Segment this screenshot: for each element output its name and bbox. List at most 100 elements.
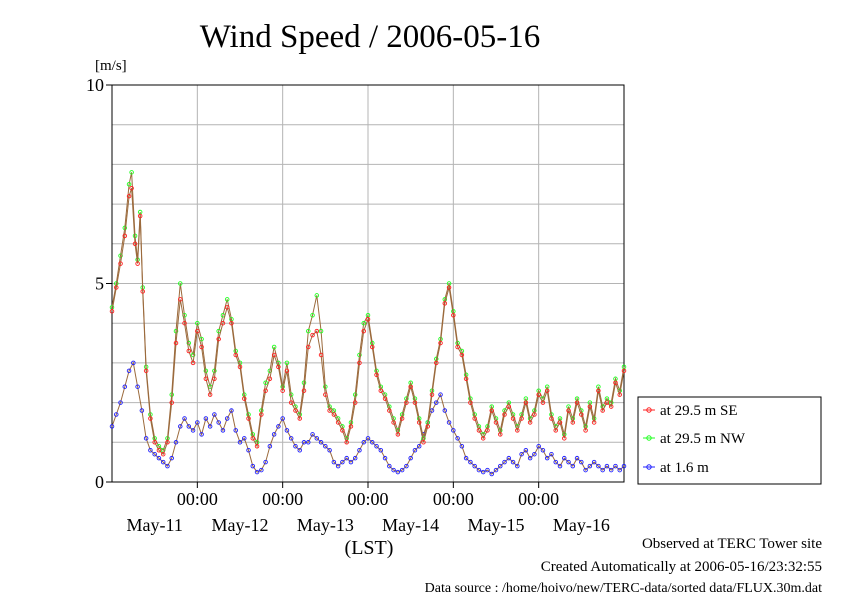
data-point	[331, 412, 337, 417]
data-point	[301, 380, 307, 386]
data-point	[132, 241, 138, 247]
data-point	[259, 467, 264, 473]
data-point	[310, 332, 315, 338]
data-point	[276, 424, 281, 429]
data-point	[156, 455, 162, 461]
legend-marker	[646, 407, 652, 413]
data-point	[178, 424, 183, 429]
data-point	[515, 428, 520, 433]
data-point	[434, 360, 439, 366]
data-point	[421, 440, 426, 445]
data-point	[263, 380, 268, 386]
data-point	[532, 451, 537, 457]
series-line	[111, 361, 625, 475]
data-point	[476, 428, 482, 433]
data-point	[327, 447, 332, 453]
data-point	[323, 392, 328, 397]
data-point	[122, 225, 128, 231]
data-point	[267, 376, 273, 382]
data-point	[263, 388, 268, 393]
data-point	[579, 459, 584, 465]
grid-lines	[112, 85, 624, 482]
data-point	[374, 444, 379, 449]
data-point	[160, 451, 166, 457]
data-point	[621, 463, 627, 469]
data-point	[574, 400, 580, 405]
data-point	[382, 455, 388, 461]
data-point	[429, 392, 435, 397]
data-point	[583, 467, 588, 473]
data-point	[540, 400, 546, 405]
data-point	[463, 376, 469, 382]
data-point	[216, 336, 221, 342]
data-point	[608, 467, 614, 473]
data-point	[485, 467, 490, 473]
data-point	[220, 428, 226, 433]
data-point	[178, 297, 183, 302]
data-point	[408, 455, 413, 461]
data-point	[212, 412, 217, 417]
data-point	[233, 352, 238, 358]
data-point	[502, 459, 507, 465]
legend-marker	[646, 464, 652, 470]
data-point	[271, 344, 277, 350]
data-point	[229, 320, 234, 326]
data-point	[587, 404, 593, 409]
data-point	[544, 388, 550, 393]
data-point	[404, 463, 409, 469]
data-point	[566, 408, 571, 413]
x-day-label: May-12	[212, 515, 269, 535]
data-point	[378, 447, 384, 453]
data-point	[604, 400, 610, 405]
data-point	[596, 463, 601, 469]
data-point	[190, 428, 196, 433]
data-point	[408, 384, 413, 389]
legend-label: at 29.5 m SE	[660, 403, 738, 419]
data-point	[357, 360, 362, 366]
data-point	[160, 459, 166, 465]
data-point	[570, 463, 576, 469]
data-point	[212, 376, 217, 382]
data-point	[527, 420, 533, 425]
data-point	[335, 463, 341, 469]
data-point	[297, 416, 302, 421]
data-point	[318, 440, 324, 445]
data-point	[165, 440, 170, 445]
data-point	[340, 459, 345, 465]
data-point	[335, 420, 341, 425]
data-point	[122, 384, 128, 389]
data-point	[468, 400, 473, 405]
data-point	[271, 352, 277, 358]
data-point	[391, 420, 396, 425]
data-point	[498, 432, 503, 437]
data-point	[600, 408, 605, 413]
data-point	[472, 416, 477, 421]
data-point	[276, 364, 281, 370]
data-point	[519, 416, 524, 421]
data-point	[361, 440, 366, 445]
x-tick-label: 00:00	[347, 489, 388, 509]
data-point	[523, 447, 529, 453]
data-point	[387, 408, 392, 413]
data-point	[459, 444, 465, 449]
data-point	[310, 313, 315, 318]
data-point	[195, 320, 200, 326]
data-point	[370, 440, 375, 445]
data-point	[579, 412, 584, 417]
data-point	[246, 416, 251, 421]
data-point	[395, 469, 401, 475]
data-point	[267, 444, 273, 449]
data-point	[126, 368, 132, 374]
data-point	[468, 459, 473, 465]
data-point	[502, 412, 507, 417]
data-point	[126, 181, 132, 187]
legend: at 29.5 m SE at 29.5 m NW at 1.6 m	[643, 403, 746, 476]
data-point	[203, 376, 209, 382]
data-point	[131, 360, 136, 366]
data-point	[344, 440, 349, 445]
data-point	[199, 344, 204, 350]
x-tick-label: 00:00	[518, 489, 559, 509]
series-line	[111, 172, 625, 452]
data-point	[544, 455, 550, 461]
